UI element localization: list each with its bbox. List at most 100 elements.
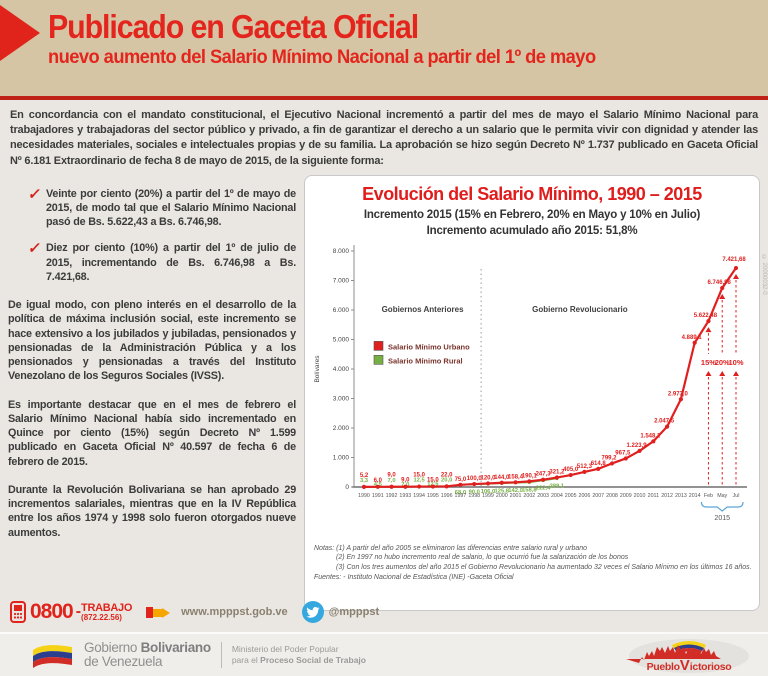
svg-text:20,0: 20,0 [441,477,452,483]
paragraph-february-increase: Es importante destacar que en el mes de … [8,398,296,468]
paragraph-pensioners: De igual modo, con pleno interés en el d… [8,299,296,383]
svg-text:967,5: 967,5 [615,450,631,456]
svg-text:Gobiernos Anteriores: Gobiernos Anteriores [382,305,464,314]
venezuela-flag-icon [33,645,72,668]
svg-text:1.548,2: 1.548,2 [640,433,661,439]
ministry-line1: Ministerio del Poder Popular [231,644,339,655]
svg-text:2006: 2006 [579,493,591,499]
hand-cursor-icon [146,607,171,618]
svg-text:3.000: 3.000 [333,395,350,402]
svg-text:May: May [717,493,727,499]
svg-text:1993: 1993 [399,493,411,499]
svg-text:2000: 2000 [496,493,508,499]
twitter-handle[interactable]: @mpppst [301,601,380,623]
svg-text:Bolívares: Bolívares [314,354,321,382]
sources-line: Fuentes: - Instituto Nacional de Estadís… [314,574,514,582]
svg-text:6,0: 6,0 [374,478,383,484]
phone-number: 0800 [30,600,74,623]
svg-text:90,0: 90,0 [469,489,480,495]
svg-text:222,4: 222,4 [536,485,551,491]
svg-text:2001: 2001 [510,493,522,499]
svg-text:6.000: 6.000 [333,307,350,314]
svg-text:120,0: 120,0 [480,475,496,481]
svg-text:5.000: 5.000 [333,336,350,343]
svg-text:1998: 1998 [468,493,480,499]
svg-text:2004: 2004 [551,493,563,499]
svg-text:2002: 2002 [523,493,535,499]
website-link[interactable]: www.mpppst.gob.ve [146,603,288,621]
svg-text:7.000: 7.000 [333,277,350,284]
header-divider [0,96,768,100]
bullet-item-july-increase: ✓ Diez por ciento (10%) a partir del 1º … [8,240,296,284]
gov-name-normal: Gobierno [84,639,141,655]
svg-text:512,3: 512,3 [577,464,593,470]
svg-text:125,8: 125,8 [495,488,510,494]
svg-text:9,0: 9,0 [401,477,410,483]
svg-text:1999: 1999 [482,493,494,499]
svg-text:2012: 2012 [661,493,673,499]
svg-text:12,5: 12,5 [413,477,425,483]
svg-text:2.973,0: 2.973,0 [668,391,689,397]
svg-text:405,0: 405,0 [563,467,579,473]
paragraph-revolution-increases: Durante la Revolución Bolivariana se han… [8,483,296,539]
svg-text:4.000: 4.000 [333,366,350,373]
svg-text:321,2: 321,2 [549,469,565,475]
government-brand: Gobierno Bolivariano de Venezuela Minist… [30,640,366,670]
gov-country: de Venezuela [84,654,163,669]
website-url[interactable]: www.mpppst.gob.ve [181,606,288,618]
svg-text:1.000: 1.000 [333,454,350,461]
svg-text:2010: 2010 [634,493,646,499]
page-subtitle: nuevo aumento del Salario Mínimo Naciona… [48,45,596,68]
svg-text:158,8: 158,8 [522,487,537,493]
svg-text:2013: 2013 [675,493,687,499]
left-column: ✓ Veinte por ciento (20%) a partir del 1… [8,175,296,540]
twitter-username[interactable]: @mpppst [328,606,380,618]
phone-digits: (872.22.56) [81,612,122,622]
pueblo-victorioso-logo: PuebloVictorioso [624,635,754,675]
svg-text:7.421,68: 7.421,68 [722,257,746,263]
svg-text:15,0: 15,0 [427,477,439,483]
svg-text:Gobierno Revolucionario: Gobierno Revolucionario [532,305,628,314]
svg-text:68,0: 68,0 [455,490,466,496]
bullet-text: Veinte por ciento (20%) a partir del 1º … [46,187,296,229]
salary-evolution-chart: 0 1.000 2.000 3.000 4.000 5.000 6.000 7.000 8.00… [314,244,747,522]
svg-text:100,0: 100,0 [467,476,483,482]
svg-text:2.000: 2.000 [333,425,350,432]
svg-text:142,0: 142,0 [508,487,523,493]
pueblo-text-1: Pueblo [646,661,681,673]
ministry-line2-normal: para el [231,655,261,665]
svg-text:190,1: 190,1 [522,473,538,479]
gov-name-bold: Bolivariano [140,639,212,655]
svg-text:Jul: Jul [733,493,740,499]
svg-text:247,3: 247,3 [536,471,552,477]
svg-text:614,8: 614,8 [591,461,607,467]
footer-divider [220,642,222,668]
chart-title: Evolución del Salario Mínimo, 1990 – 201… [362,183,702,204]
svg-text:Salario Mínimo Urbano: Salario Mínimo Urbano [388,342,470,351]
svg-text:1.223,9: 1.223,9 [627,443,648,449]
svg-text:2015: 2015 [714,515,730,522]
svg-text:10%: 10% [728,358,743,367]
svg-text:4.889,1: 4.889,1 [682,334,703,340]
svg-text:144,0: 144,0 [494,474,510,480]
svg-text:75,0: 75,0 [455,476,467,482]
chart-subtitle-2: Incremento acumulado año 2015: 51,8% [426,224,638,237]
note-3: (3) Con los tres aumentos del año 2015 e… [336,564,752,572]
pueblo-text-2: V [679,657,690,674]
contact-row: 0800 - TRABAJO (872.22.56) www.mpppst.go… [10,600,379,624]
note-2: (2) En 1997 no hubo incremento real de s… [336,554,629,562]
svg-text:1997: 1997 [455,493,467,499]
svg-text:1990: 1990 [358,493,370,499]
svg-text:9,0: 9,0 [387,472,396,478]
svg-text:106,0: 106,0 [481,489,496,495]
footer-bar: Gobierno Bolivariano de Venezuela Minist… [0,632,768,676]
svg-text:2014: 2014 [689,493,701,499]
svg-text:1991: 1991 [372,493,384,499]
svg-text:2.047,5: 2.047,5 [654,418,675,424]
copyright-code: © 20000032-0 [761,255,767,295]
phone-word: TRABAJO [81,601,133,614]
phone-icon [10,601,26,623]
crowd-flag-icon [626,639,749,673]
svg-text:289,1: 289,1 [550,483,565,489]
